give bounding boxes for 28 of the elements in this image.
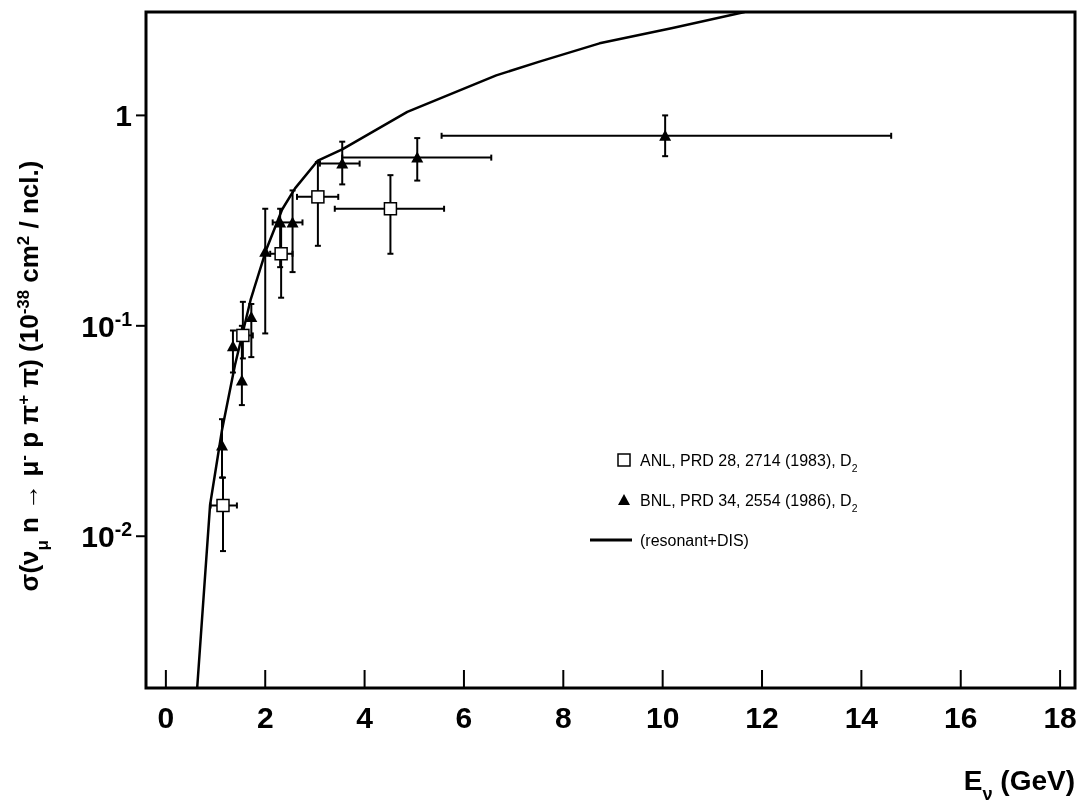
x-tick-label: 6	[455, 701, 473, 734]
y-tick-label: 10$^{-2}$	[81, 518, 133, 554]
legend-label: BNL, PRD 34, 2554 (1986), D$_{2}$	[640, 492, 858, 514]
x-tick-label: 4	[356, 701, 374, 734]
x-axis-title: E$_{ν}$ (GeV)	[963, 765, 1075, 804]
x-tick-label: 14	[844, 701, 879, 734]
x-tick-label: 18	[1043, 701, 1077, 734]
point	[216, 498, 230, 513]
point	[311, 190, 325, 204]
point	[383, 202, 398, 216]
legend-label: ANL, PRD 28, 2714 (1983), D$_{2}$	[640, 452, 858, 474]
point	[659, 129, 672, 141]
x-tick-label: 8	[554, 701, 572, 734]
point	[226, 340, 239, 352]
point	[235, 374, 248, 386]
y-tick-label: 10$^{-1}$	[81, 307, 133, 343]
x-tick-label: 16	[944, 701, 978, 734]
point	[259, 245, 272, 257]
x-tick-label: 2	[256, 701, 274, 734]
legend-label: (resonant+DIS)	[640, 532, 749, 549]
x-tick-label: 0	[157, 701, 175, 734]
x-tick-label: 10	[645, 701, 680, 734]
point	[274, 247, 288, 261]
point	[286, 216, 299, 228]
point	[411, 151, 424, 163]
point	[245, 311, 258, 323]
x-tick-label: 12	[745, 701, 779, 734]
y-tick-label: 1	[115, 99, 132, 133]
